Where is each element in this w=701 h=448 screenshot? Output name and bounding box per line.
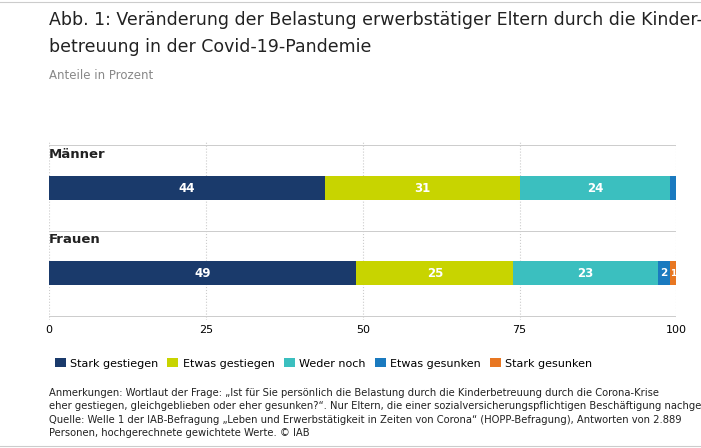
Text: 1: 1 xyxy=(670,269,676,278)
Text: Männer: Männer xyxy=(49,148,106,161)
Bar xyxy=(49,262,357,285)
Text: Abb. 1: Veränderung der Belastung erwerbstätiger Eltern durch die Kinder-: Abb. 1: Veränderung der Belastung erwerb… xyxy=(49,11,701,29)
Legend: Stark gestiegen, Etwas gestiegen, Weder noch, Etwas gesunken, Stark gesunken: Stark gestiegen, Etwas gestiegen, Weder … xyxy=(55,358,592,369)
Text: 11: 11 xyxy=(697,181,701,194)
Bar xyxy=(49,176,325,200)
Text: 2: 2 xyxy=(660,268,667,278)
Text: 44: 44 xyxy=(179,181,196,194)
Bar xyxy=(670,176,701,200)
Bar xyxy=(519,176,670,200)
Text: 24: 24 xyxy=(587,181,603,194)
Text: 25: 25 xyxy=(427,267,443,280)
Text: 31: 31 xyxy=(414,181,430,194)
Text: 49: 49 xyxy=(195,267,211,280)
Bar xyxy=(357,262,513,285)
Bar xyxy=(670,262,676,285)
Text: Frauen: Frauen xyxy=(49,233,101,246)
Text: Anteile in Prozent: Anteile in Prozent xyxy=(49,69,154,82)
Text: 23: 23 xyxy=(578,267,594,280)
Bar xyxy=(325,176,519,200)
Text: Anmerkungen: Wortlaut der Frage: „Ist für Sie persönlich die Belastung durch die: Anmerkungen: Wortlaut der Frage: „Ist fü… xyxy=(49,388,701,438)
Bar xyxy=(658,262,670,285)
Bar xyxy=(513,262,658,285)
Text: betreuung in der Covid-19-Pandemie: betreuung in der Covid-19-Pandemie xyxy=(49,38,372,56)
